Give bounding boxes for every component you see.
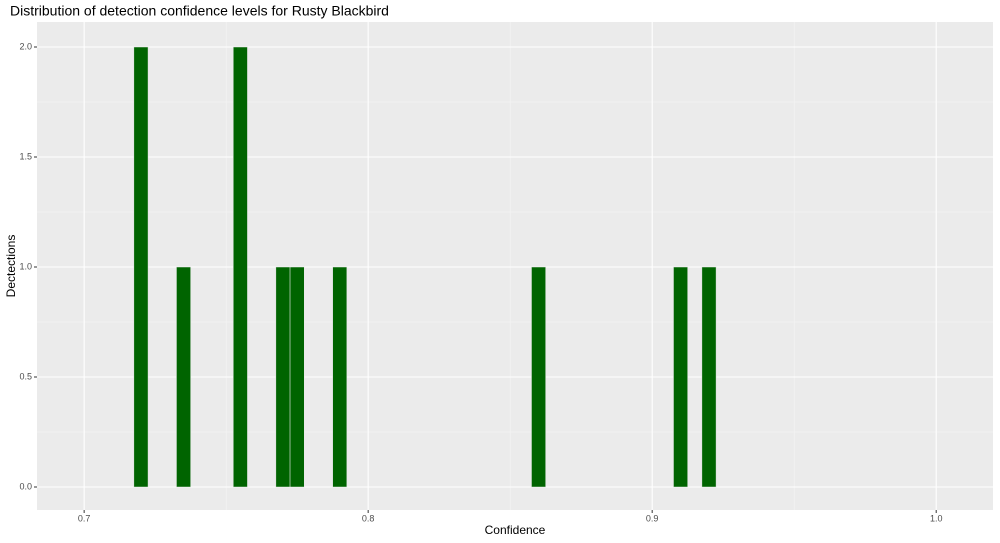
bar	[176, 266, 191, 488]
y-tick-label: 2.0	[19, 41, 32, 51]
x-tick-label: 0.7	[78, 513, 91, 523]
chart-title: Distribution of detection confidence lev…	[10, 3, 389, 19]
bar	[701, 266, 717, 488]
bar	[233, 46, 248, 488]
bar	[275, 266, 291, 488]
y-tick-label: 0.0	[19, 481, 32, 491]
x-tick-label: 1.0	[930, 513, 943, 523]
bar	[531, 266, 546, 488]
panel	[37, 22, 993, 510]
x-tick-label: 0.8	[362, 513, 375, 523]
bar	[673, 266, 688, 488]
bar	[133, 46, 149, 488]
bar	[289, 266, 305, 488]
y-tick-label: 1.5	[19, 151, 32, 161]
bar	[332, 266, 348, 488]
x-axis-title: Confidence	[485, 523, 546, 537]
y-axis-title: Dectections	[4, 235, 18, 298]
x-tick-label: 0.9	[646, 513, 659, 523]
y-tick-label: 0.5	[19, 371, 32, 381]
y-tick-label: 1.0	[19, 261, 32, 271]
